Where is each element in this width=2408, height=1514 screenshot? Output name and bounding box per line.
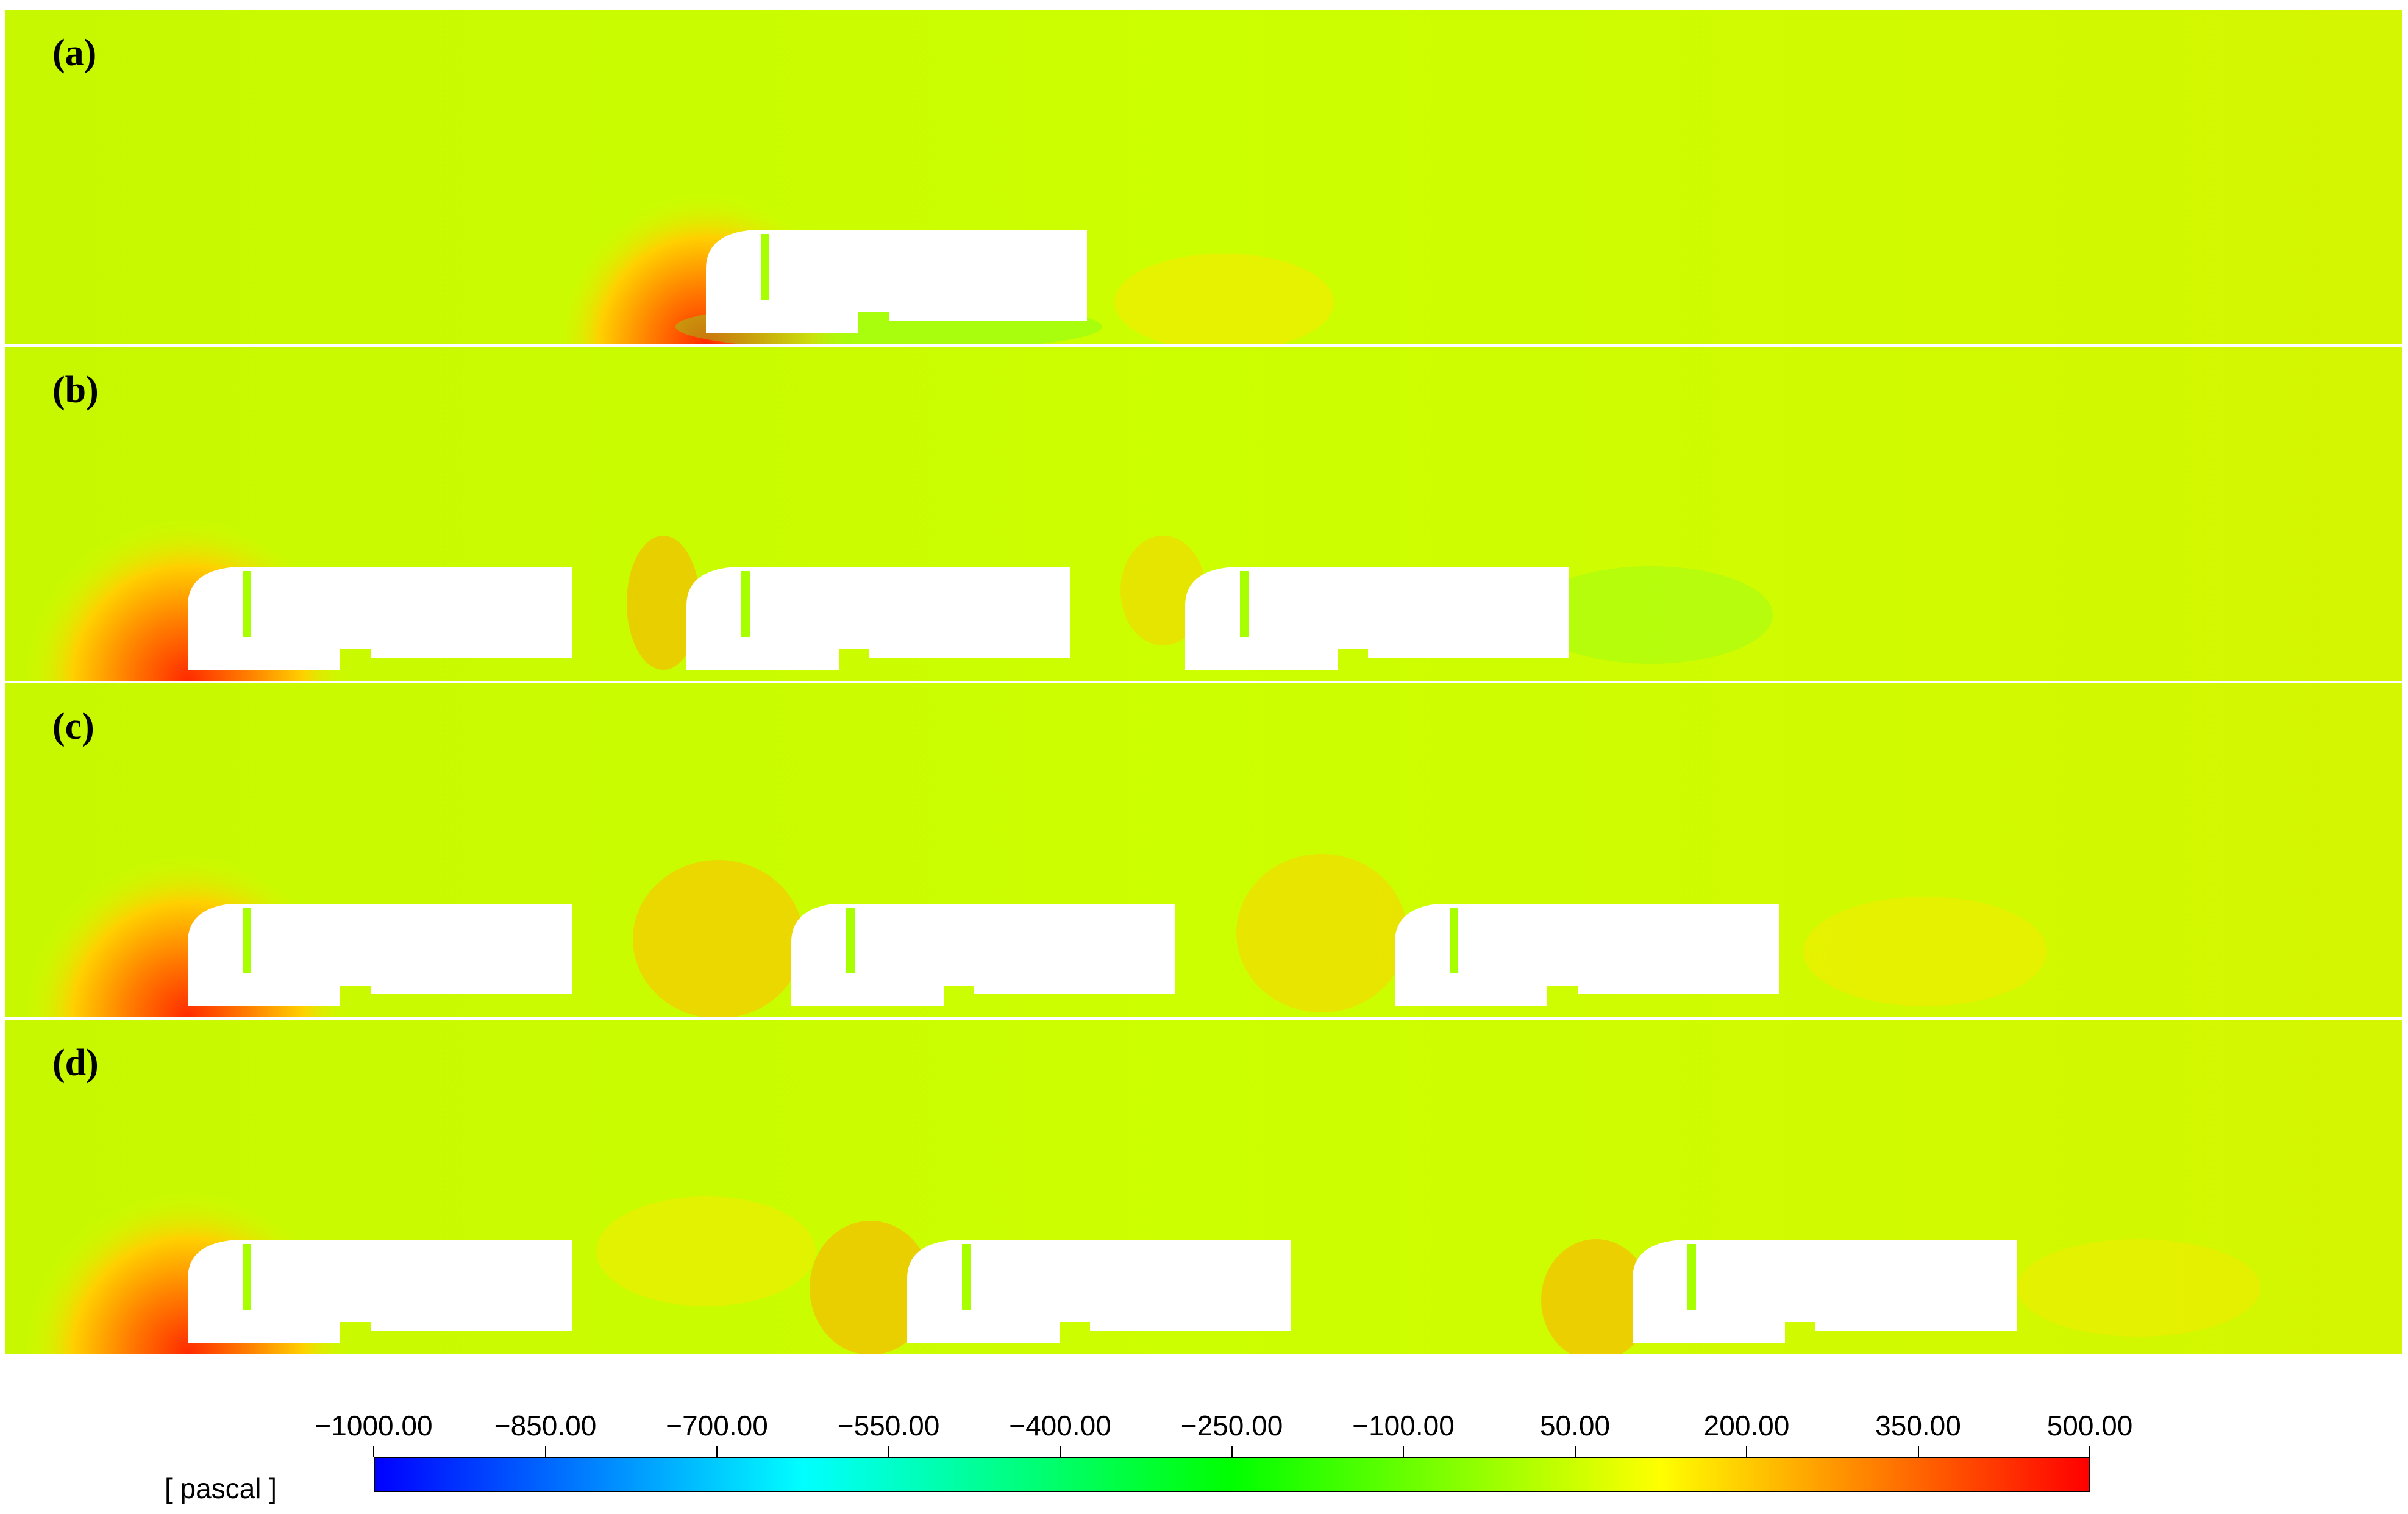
colorbar-tick-label: 200.00 — [1703, 1410, 1790, 1441]
colorbar-tick-label: 50.00 — [1539, 1410, 1611, 1441]
vehicle-b2 — [686, 567, 1070, 670]
panel-c: (c) — [5, 683, 2402, 1017]
colorbar-tick-mark — [1231, 1446, 1233, 1457]
colorbar-tick-label: 500.00 — [2046, 1410, 2133, 1441]
vehicle-c2 — [791, 904, 1175, 1006]
vehicle-c1 — [188, 904, 572, 1006]
panel-b: (b) — [5, 347, 2402, 681]
colorbar-tick-label: −100.00 — [1352, 1410, 1455, 1441]
vehicle-c3 — [1395, 904, 1779, 1006]
colorbar-tick-mark — [1574, 1446, 1576, 1457]
vehicle-d2 — [907, 1240, 1291, 1343]
colorbar-tick-mark — [373, 1446, 374, 1457]
vehicle-d3 — [1633, 1240, 2017, 1343]
colorbar-tick-mark — [544, 1446, 546, 1457]
colorbar-tick-label: −250.00 — [1180, 1410, 1283, 1441]
colorbar-tick-mark — [716, 1446, 718, 1457]
pressure-field-c — [5, 683, 2402, 1017]
colorbar-tick-label: −400.00 — [1009, 1410, 1111, 1441]
colorbar-tick-label: −850.00 — [494, 1410, 597, 1441]
panel-d: (d) — [5, 1020, 2402, 1354]
colorbar — [374, 1457, 2090, 1492]
colorbar-tick-mark — [1746, 1446, 1747, 1457]
unit-label: [ pascal ] — [165, 1473, 277, 1504]
vehicle-a1 — [706, 230, 1087, 333]
colorbar-tick-mark — [888, 1446, 889, 1457]
panel-label-a: (a) — [52, 32, 97, 74]
panel-label-c: (c) — [52, 706, 94, 747]
colorbar-tick-mark — [1917, 1446, 1919, 1457]
colorbar-tick-label: −550.00 — [837, 1410, 940, 1441]
vehicle-b3 — [1185, 567, 1569, 670]
colorbar-tick-label: 350.00 — [1875, 1410, 1961, 1441]
panel-label-d: (d) — [52, 1042, 99, 1084]
colorbar-tick-label: −1000.00 — [315, 1410, 433, 1441]
panel-a: (a) — [5, 10, 2402, 344]
pressure-field-d — [5, 1020, 2402, 1354]
colorbar-tick-label: −700.00 — [666, 1410, 768, 1441]
colorbar-tick-mark — [1060, 1446, 1061, 1457]
pressure-field-b — [5, 347, 2402, 681]
vehicle-d1 — [188, 1240, 572, 1343]
vehicle-b1 — [188, 567, 572, 670]
pressure-legend: −1000.00 −850.00 −700.00 −550.00 −400.00 −250… — [0, 1365, 2408, 1514]
colorbar-tick-mark — [2089, 1446, 2090, 1457]
panel-label-b: (b) — [52, 369, 99, 411]
colorbar-tick-mark — [1403, 1446, 1404, 1457]
pressure-field-a — [5, 10, 2402, 344]
